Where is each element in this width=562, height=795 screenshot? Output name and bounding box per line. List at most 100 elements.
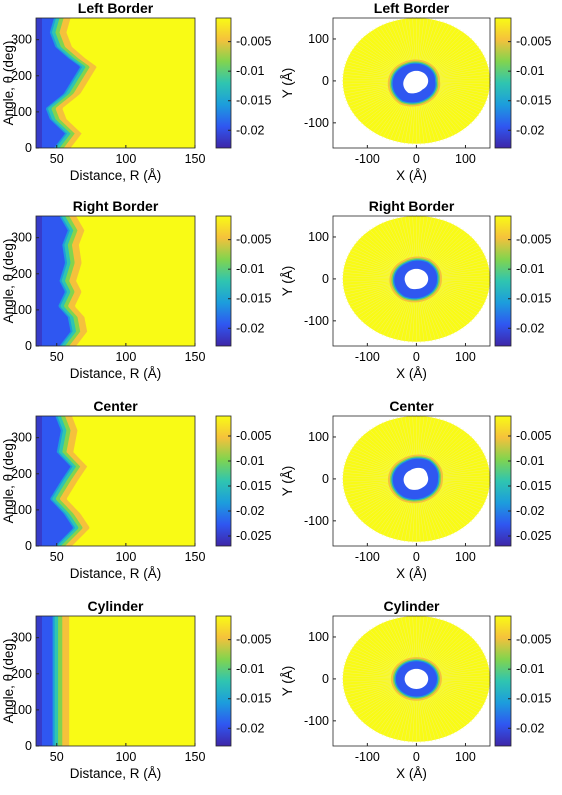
colorbar-tick-label: -0.01	[236, 454, 265, 468]
chart-0: 50 100 150 0 100 200 300 Left Border Distance, R…	[1, 0, 205, 183]
axes-frame	[35, 615, 196, 747]
x-axis-label: Distance, R (Å)	[70, 168, 162, 183]
x-tick-label: 0	[413, 152, 420, 166]
chart-title: Left Border	[78, 0, 154, 16]
chart-6: 50 100 150 0 100 200 300 Cylinder Distance, R (Å…	[1, 598, 205, 781]
y-tick-label: 200	[11, 267, 32, 281]
chart-2: 50 100 150 0 100 200 300 Right Border Distance, …	[1, 198, 205, 381]
y-tick-label: 0	[322, 272, 329, 286]
x-tick-label: 100	[115, 152, 136, 166]
axes-frame	[35, 415, 196, 547]
chart-title: Cylinder	[383, 598, 440, 614]
colorbar-gradient	[494, 215, 512, 347]
y-axis-label: Angle, θ (deg)	[1, 639, 16, 724]
x-tick-label: 150	[185, 750, 206, 764]
x-tick-label: 100	[115, 350, 136, 364]
chart-5: -100 0 100 -100 0 100 Center X (Å) Y (Å)	[280, 398, 491, 581]
x-axis-label: X (Å)	[396, 766, 427, 781]
colorbar-tick-label: -0.01	[516, 662, 545, 676]
colorbar-tick-label: -0.015	[236, 94, 271, 108]
colorbar-tick-label: -0.005	[236, 633, 271, 647]
x-tick-label: 50	[50, 550, 64, 564]
colorbar-tick-label: -0.01	[516, 454, 545, 468]
axes-frame	[332, 215, 491, 347]
y-tick-label: 100	[308, 630, 329, 644]
colorbar-tick-label: -0.02	[516, 321, 545, 335]
y-axis-label: Y (Å)	[280, 68, 295, 99]
center-hole	[403, 70, 429, 94]
x-tick-label: -100	[355, 750, 380, 764]
colorbar-tick-label: -0.02	[516, 504, 545, 518]
colorbar-2: -0.02 -0.015 -0.01 -0.005	[215, 215, 271, 347]
center-hole	[404, 268, 429, 290]
colorbar-4: -0.025 -0.02 -0.015 -0.01 -0.005	[215, 415, 271, 547]
y-tick-label: 100	[308, 430, 329, 444]
colorbar-tick-label: -0.015	[236, 292, 271, 306]
colorbar-tick-label: -0.02	[236, 504, 265, 518]
colorbar-6: -0.02 -0.015 -0.01 -0.005	[215, 615, 271, 747]
x-tick-label: 150	[185, 152, 206, 166]
x-tick-label: 50	[50, 152, 64, 166]
x-axis-label: Distance, R (Å)	[70, 766, 162, 781]
x-tick-label: 100	[115, 550, 136, 564]
y-tick-label: 0	[322, 472, 329, 486]
y-tick-label: 300	[11, 431, 32, 445]
x-tick-label: 0	[413, 350, 420, 364]
x-axis-label: Distance, R (Å)	[70, 566, 162, 581]
y-tick-label: 200	[11, 467, 32, 481]
colorbar-gradient	[215, 415, 232, 547]
y-axis-label: Y (Å)	[280, 266, 295, 297]
y-tick-label: 300	[11, 231, 32, 245]
x-tick-label: 100	[115, 750, 136, 764]
colorbar-tick-label: -0.015	[516, 479, 551, 493]
colorbar-tick-label: -0.01	[236, 64, 265, 78]
colorbar-tick-label: -0.005	[516, 429, 551, 443]
colorbar-tick-label: -0.005	[236, 35, 271, 49]
y-tick-label: 300	[11, 33, 32, 47]
x-tick-label: 100	[455, 550, 476, 564]
y-tick-label: 100	[11, 703, 32, 717]
chart-7: -100 0 100 -100 0 100 Cylinder X (Å) Y (Å)	[280, 598, 491, 781]
center-hole	[403, 467, 429, 490]
axes-frame	[332, 415, 491, 547]
heatmap-core	[36, 18, 42, 148]
y-axis-label: Angle, θ (deg)	[1, 41, 16, 126]
chart-title: Right Border	[73, 198, 159, 214]
colorbar-tick-label: -0.025	[516, 529, 551, 543]
y-tick-label: 300	[11, 631, 32, 645]
chart-1: -100 0 100 -100 0 100 Left Border X (Å) Y (Å)	[280, 0, 491, 183]
y-tick-label: 0	[322, 672, 329, 686]
axes-frame	[35, 17, 196, 149]
x-axis-label: Distance, R (Å)	[70, 366, 162, 381]
heatmap-core	[36, 416, 42, 546]
x-tick-label: 100	[455, 152, 476, 166]
x-tick-label: 150	[185, 350, 206, 364]
x-tick-label: -100	[355, 350, 380, 364]
colorbar-0: -0.02 -0.015 -0.01 -0.005	[215, 17, 271, 149]
heatmap-band	[36, 18, 81, 148]
colorbar-tick-label: -0.005	[516, 633, 551, 647]
y-tick-label: -100	[304, 116, 329, 130]
colorbar-tick-label: -0.01	[516, 262, 545, 276]
x-tick-label: 100	[455, 750, 476, 764]
colorbar-7: -0.02 -0.015 -0.01 -0.005	[494, 615, 551, 747]
colorbar-tick-label: -0.015	[236, 479, 271, 493]
y-tick-label: 100	[11, 105, 32, 119]
y-tick-label: 100	[11, 503, 32, 517]
axes-frame	[332, 17, 491, 149]
colorbar-tick-label: -0.02	[236, 123, 265, 137]
y-axis-label: Angle, θ (deg)	[1, 239, 16, 324]
colorbar-tick-label: -0.02	[236, 721, 265, 735]
y-tick-label: 200	[11, 667, 32, 681]
chart-title: Center	[93, 398, 138, 414]
colorbar-1: -0.02 -0.015 -0.01 -0.005	[494, 17, 551, 149]
x-tick-label: 100	[455, 350, 476, 364]
colorbar-tick-label: -0.02	[516, 721, 545, 735]
y-axis-label: Y (Å)	[280, 666, 295, 697]
heatmap-band	[36, 216, 71, 346]
colorbar-gradient	[215, 17, 232, 149]
x-tick-label: 50	[50, 750, 64, 764]
colorbar-tick-label: -0.015	[516, 292, 551, 306]
colorbar-3: -0.02 -0.015 -0.01 -0.005	[494, 215, 551, 347]
